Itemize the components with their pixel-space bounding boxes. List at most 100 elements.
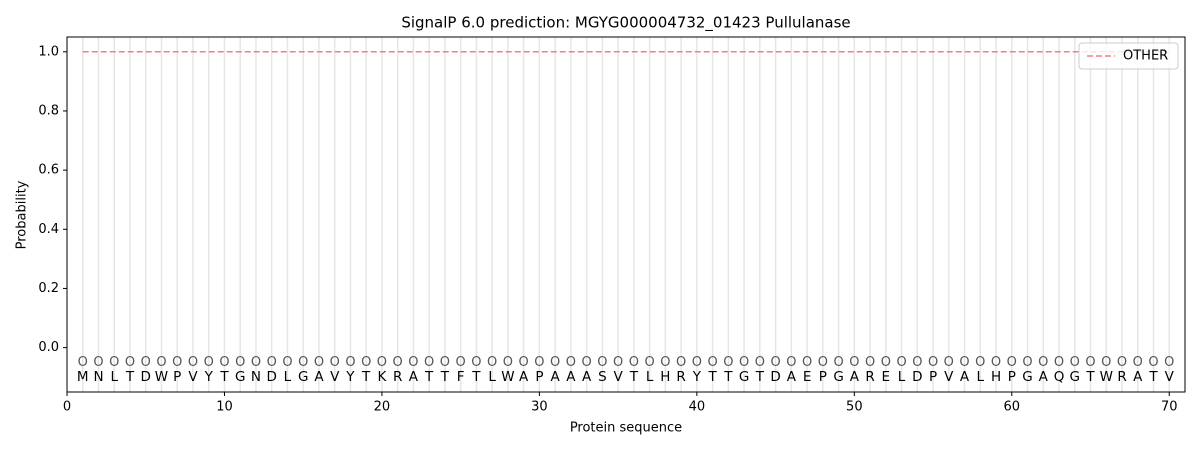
predicted-label: O xyxy=(1085,355,1095,370)
residue-label: A xyxy=(551,369,561,385)
predicted-label: O xyxy=(1133,355,1143,370)
predicted-label: O xyxy=(928,355,938,370)
y-tick-label: 0.6 xyxy=(38,163,59,178)
predicted-label: O xyxy=(1117,355,1127,370)
residue-label: E xyxy=(803,369,812,385)
predicted-label: O xyxy=(566,355,576,370)
predicted-label: O xyxy=(330,355,340,370)
predicted-label: O xyxy=(865,355,875,370)
residue-label: G xyxy=(833,369,843,385)
residue-label: R xyxy=(865,369,874,385)
predicted-label: O xyxy=(912,355,922,370)
predicted-label: O xyxy=(78,355,88,370)
residue-label: A xyxy=(1039,369,1049,385)
residue-label: A xyxy=(850,369,860,385)
predicted-label: O xyxy=(833,355,843,370)
residue-label: N xyxy=(251,369,261,385)
predicted-label: O xyxy=(519,355,529,370)
residue-label: L xyxy=(977,369,985,385)
residue-label: A xyxy=(1133,369,1143,385)
predicted-label: O xyxy=(172,355,182,370)
residue-label: P xyxy=(173,369,181,385)
y-tick-label: 0.8 xyxy=(38,103,59,118)
residue-label: A xyxy=(519,369,529,385)
residue-label: R xyxy=(1117,369,1126,385)
residue-label: A xyxy=(566,369,576,385)
residue-label: T xyxy=(629,369,639,385)
predicted-label: O xyxy=(1164,355,1174,370)
legend-label: OTHER xyxy=(1123,49,1168,64)
x-tick-label: 70 xyxy=(1161,400,1178,415)
residue-label: Y xyxy=(204,369,214,385)
residue-label: T xyxy=(1085,369,1095,385)
residue-label: V xyxy=(1165,369,1175,385)
predicted-label: O xyxy=(707,355,717,370)
residue-label: K xyxy=(377,369,387,385)
predicted-label: O xyxy=(660,355,670,370)
predicted-label: O xyxy=(597,355,607,370)
residue-label: Q xyxy=(1054,369,1065,385)
predicted-label: O xyxy=(692,355,702,370)
predicted-label: O xyxy=(959,355,969,370)
residue-label: R xyxy=(393,369,402,385)
predicted-label: O xyxy=(645,355,655,370)
y-tick-label: 0.2 xyxy=(38,281,59,296)
x-tick-label: 60 xyxy=(1004,400,1021,415)
predicted-label: O xyxy=(802,355,812,370)
residue-label: Y xyxy=(692,369,702,385)
residue-label: W xyxy=(501,369,514,385)
predicted-label: O xyxy=(503,355,513,370)
predicted-label: O xyxy=(582,355,592,370)
residue-label: T xyxy=(723,369,733,385)
predicted-label: O xyxy=(156,355,166,370)
predicted-label: O xyxy=(1101,355,1111,370)
residue-label: H xyxy=(991,369,1001,385)
predicted-label: O xyxy=(786,355,796,370)
predicted-label: O xyxy=(849,355,859,370)
residue-label: M xyxy=(77,369,89,385)
residue-label: A xyxy=(582,369,592,385)
residue-label: A xyxy=(409,369,419,385)
residue-label: V xyxy=(188,369,198,385)
predicted-label: O xyxy=(944,355,954,370)
x-tick-label: 20 xyxy=(374,400,391,415)
predicted-label: O xyxy=(408,355,418,370)
predicted-label: O xyxy=(613,355,623,370)
residue-label: D xyxy=(770,369,780,385)
residue-label: G xyxy=(1022,369,1032,385)
plot-frame xyxy=(66,36,1186,393)
x-tick-label: 10 xyxy=(216,400,233,415)
residue-label: H xyxy=(660,369,670,385)
predicted-label: O xyxy=(534,355,544,370)
residue-label: A xyxy=(960,369,970,385)
residue-label: T xyxy=(1148,369,1158,385)
residue-label: D xyxy=(912,369,922,385)
x-tick-label: 50 xyxy=(846,400,863,415)
predicted-label: O xyxy=(440,355,450,370)
residue-label: L xyxy=(110,369,118,385)
predicted-label: O xyxy=(345,355,355,370)
residue-label: V xyxy=(330,369,340,385)
residue-label: T xyxy=(219,369,229,385)
residue-label: P xyxy=(1008,369,1016,385)
predicted-label: O xyxy=(487,355,497,370)
residue-label: V xyxy=(614,369,624,385)
y-axis-label: Probability xyxy=(15,180,30,249)
residue-label: A xyxy=(787,369,797,385)
residue-label: R xyxy=(676,369,685,385)
predicted-label: O xyxy=(1022,355,1032,370)
predicted-label: O xyxy=(377,355,387,370)
residue-label: G xyxy=(739,369,749,385)
residue-label: L xyxy=(284,369,292,385)
predicted-label: O xyxy=(1038,355,1048,370)
predicted-label: O xyxy=(361,355,371,370)
predicted-label: O xyxy=(314,355,324,370)
y-tick-label: 1.0 xyxy=(38,44,59,59)
predicted-label: O xyxy=(235,355,245,370)
x-tick-label: 30 xyxy=(531,400,548,415)
residue-label: D xyxy=(141,369,151,385)
predicted-label: O xyxy=(1148,355,1158,370)
predicted-label: O xyxy=(424,355,434,370)
predicted-label: O xyxy=(471,355,481,370)
predicted-label: O xyxy=(991,355,1001,370)
